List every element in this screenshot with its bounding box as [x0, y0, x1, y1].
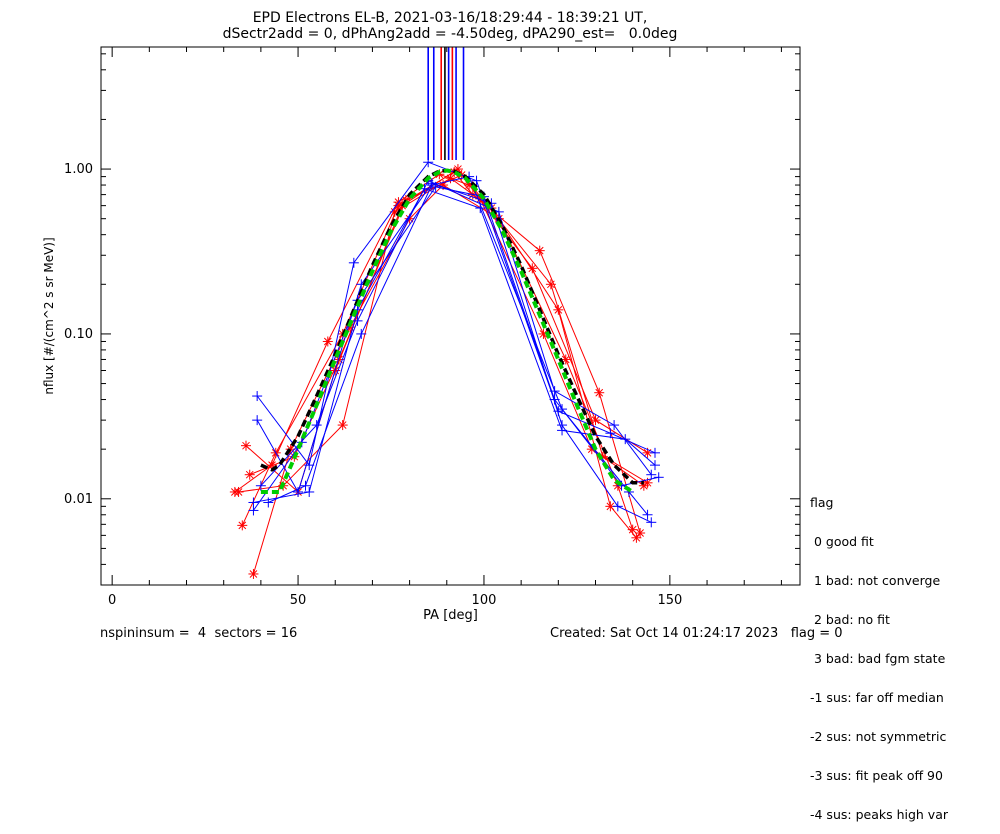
data-point — [337, 420, 348, 431]
data-point — [553, 304, 564, 315]
data-point — [557, 425, 568, 436]
axes: 0 50 100 150 0.01 0.10 1.00 — [64, 47, 800, 608]
chart-canvas: 0 50 100 150 0.01 0.10 1.00 PA [deg] nflux [#/… — [42, 46, 801, 623]
legend-item: 0 good fit — [810, 534, 874, 549]
data-point — [255, 480, 266, 491]
data-point — [233, 486, 244, 497]
data-point — [557, 404, 568, 415]
data-point — [649, 447, 660, 458]
data-point — [237, 520, 248, 531]
footer-created: Created: Sat Oct 14 01:24:17 2023 flag =… — [550, 626, 843, 641]
data-point — [244, 469, 255, 480]
legend-item: 1 bad: not converge — [810, 573, 941, 588]
vertical-lines — [427, 47, 465, 160]
data-point — [300, 480, 311, 491]
series-group — [229, 157, 664, 579]
series-line — [260, 180, 652, 487]
data-point — [252, 415, 263, 426]
series-line — [253, 188, 656, 503]
data-point — [609, 420, 620, 431]
legend-item: -1 sus: far off median — [810, 690, 944, 705]
y-tick-label: 0.10 — [64, 327, 93, 342]
series-line — [260, 168, 634, 494]
series-line — [245, 168, 645, 493]
data-point — [646, 517, 657, 528]
legend-title: flag — [810, 495, 834, 510]
flag-legend: flag 0 good fit 1 bad: not converge 2 ba… — [810, 470, 948, 834]
y-axis-label: nflux [#/(cm^2 s sr MeV)] — [42, 237, 56, 394]
legend-item: -3 sus: fit peak off 90 — [810, 768, 943, 783]
x-tick-label: 150 — [657, 593, 682, 608]
data-point — [534, 245, 545, 256]
data-point — [248, 497, 259, 508]
x-tick-label: 100 — [472, 593, 497, 608]
data-point — [263, 497, 274, 508]
data-point — [285, 444, 296, 455]
legend-item: -2 sus: not symmetric — [810, 729, 947, 744]
y-tick-label: 0.01 — [64, 492, 93, 507]
data-point — [426, 180, 437, 191]
x-axis-label: PA [deg] — [423, 608, 478, 623]
data-point — [304, 486, 315, 497]
x-tick-label: 0 — [108, 593, 116, 608]
legend-item: 3 bad: bad fgm state — [810, 651, 946, 666]
data-point — [646, 469, 657, 480]
data-point — [311, 420, 322, 431]
data-point — [248, 568, 259, 579]
series-line — [249, 174, 648, 484]
data-point — [545, 279, 556, 290]
data-point — [649, 460, 660, 471]
data-point — [538, 328, 549, 339]
data-point — [423, 157, 434, 168]
data-point — [594, 387, 605, 398]
series-line — [268, 176, 648, 516]
data-point — [631, 532, 642, 543]
series-line — [238, 177, 637, 539]
data-point — [322, 336, 333, 347]
data-point — [627, 524, 638, 535]
data-point — [348, 257, 359, 268]
y-tick-label: 1.00 — [64, 162, 93, 177]
series-line — [234, 173, 648, 493]
data-point — [241, 440, 252, 451]
data-point — [471, 175, 482, 186]
data-point — [605, 428, 616, 439]
plot-frame — [100, 46, 801, 586]
data-point — [352, 315, 363, 326]
footer-spin-info: nspininsum = 4 sectors = 16 — [100, 626, 298, 641]
chart-title: EPD Electrons EL-B, 2021-03-16/18:29:44 … — [252, 10, 648, 26]
series-line — [256, 182, 652, 523]
x-tick-label: 50 — [290, 593, 307, 608]
legend-item: 2 bad: no fit — [810, 612, 890, 627]
data-point — [612, 501, 623, 512]
data-point — [653, 472, 664, 483]
data-point — [252, 391, 263, 402]
series-line — [252, 186, 659, 511]
chart-subtitle: dSectr2add = 0, dPhAng2add = -4.50deg, d… — [222, 26, 678, 42]
data-point — [296, 437, 307, 448]
data-point — [642, 509, 653, 520]
legend-item: -4 sus: peaks high var — [810, 807, 949, 822]
data-point — [356, 328, 367, 339]
